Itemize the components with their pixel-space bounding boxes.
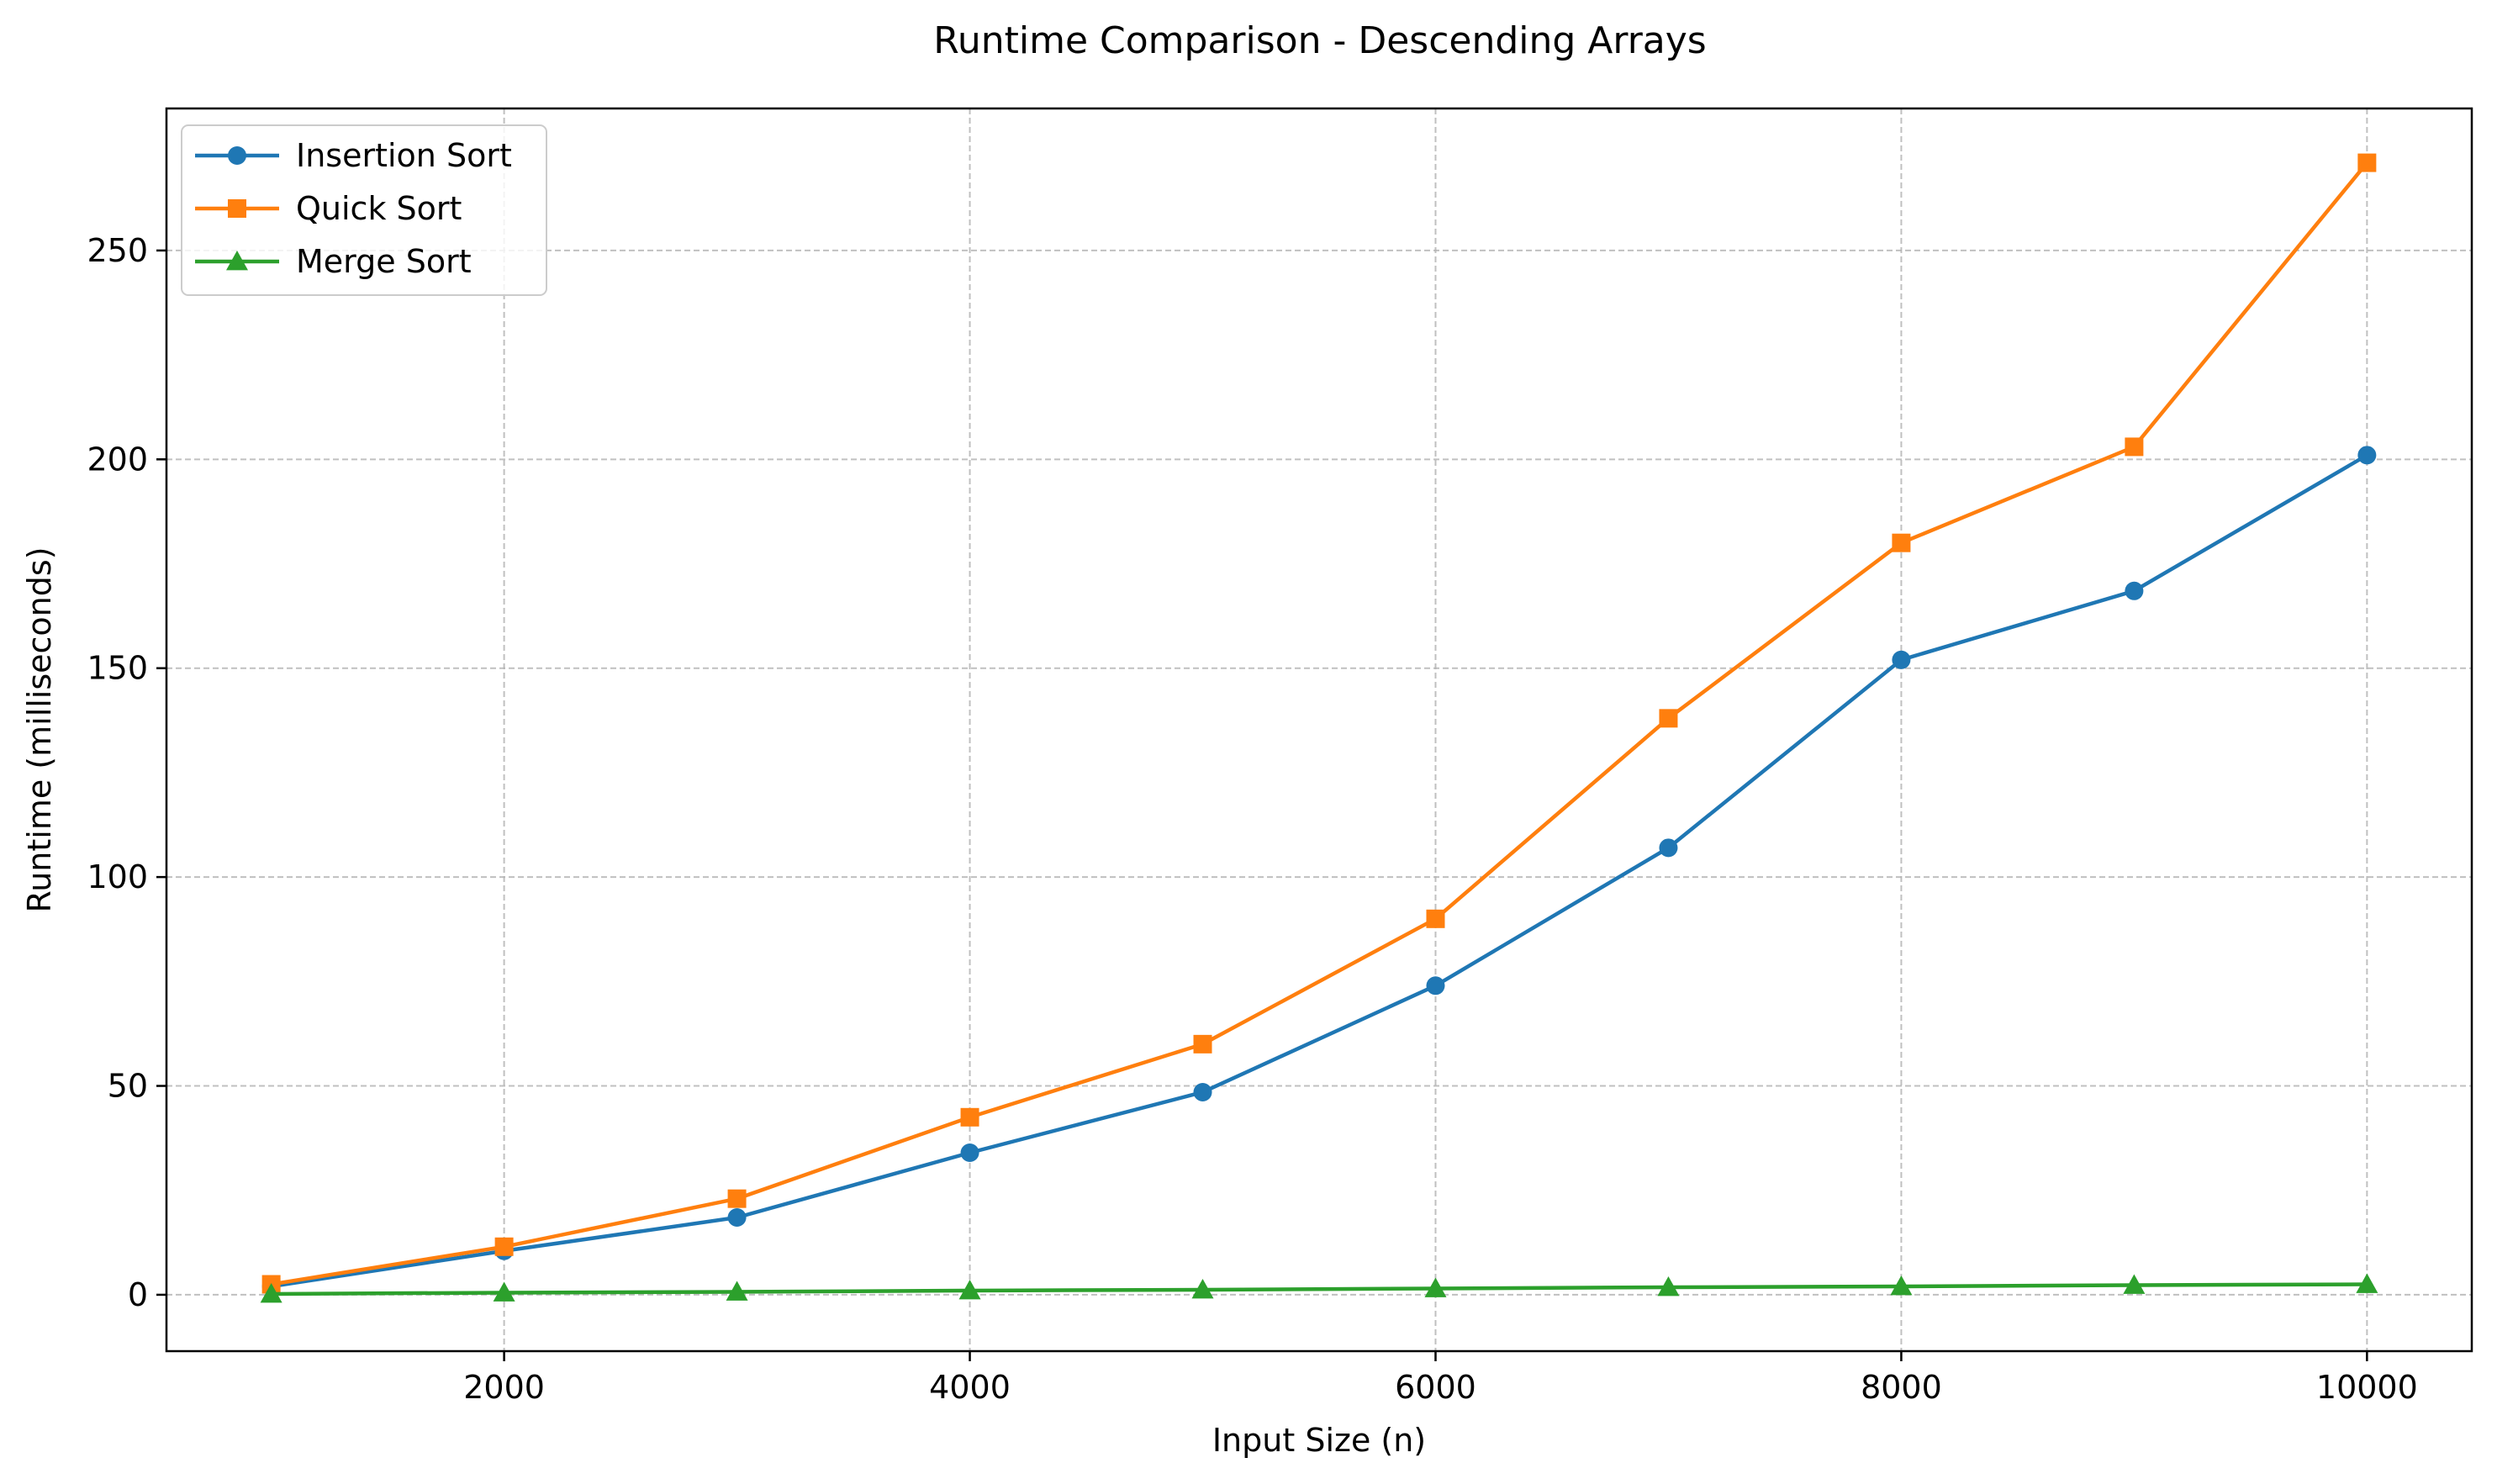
legend-merge-sort-label: Merge Sort [296, 243, 472, 280]
legend-insertion-sort-marker [228, 146, 246, 165]
quick-sort-point [2357, 153, 2377, 172]
merge-sort-series [260, 1273, 2378, 1303]
quick-sort-line [271, 161, 2369, 1286]
insertion-sort-line [271, 453, 2368, 1289]
legend-merge-sort-marker [226, 251, 248, 271]
merge-sort-point [2123, 1274, 2146, 1294]
merge-sort-point [2356, 1273, 2378, 1293]
y-axis-label: Runtime (milliseconds) [21, 547, 58, 912]
y-tick-label: 100 [87, 858, 148, 895]
insertion-sort-point [1659, 838, 1678, 858]
merge-sort-point [726, 1281, 748, 1301]
x-tick-label: 8000 [1861, 1369, 1942, 1406]
merge-sort-line [271, 1282, 2368, 1297]
insertion-sort-point [1892, 650, 1911, 669]
y-tick-label: 150 [87, 650, 148, 687]
quick-sort-point [1659, 709, 1678, 728]
y-tick-label: 0 [128, 1276, 148, 1313]
legend-quick-sort-label: Quick Sort [296, 190, 462, 227]
x-tick-label: 10000 [2316, 1369, 2418, 1406]
x-tick-label: 2000 [463, 1369, 545, 1406]
quick-sort-series [261, 153, 2377, 1294]
x-axis-label: Input Size (n) [1212, 1422, 1426, 1459]
chart-title: Runtime Comparison - Descending Arrays [933, 19, 1706, 62]
legend: Insertion Sort Quick Sort Merge Sort [181, 124, 547, 296]
quick-sort-point [1892, 533, 1911, 552]
y-tick-label: 250 [87, 232, 148, 269]
merge-sort-point [1191, 1278, 1214, 1299]
quick-sort-point [727, 1189, 747, 1208]
insertion-sort-point [960, 1143, 979, 1163]
legend-insertion-sort-label: Insertion Sort [296, 137, 512, 174]
y-tick-label: 50 [108, 1068, 148, 1105]
merge-sort-point [493, 1281, 515, 1302]
insertion-sort-point [727, 1208, 747, 1228]
series-layer [260, 153, 2378, 1303]
grid-lines [166, 108, 2472, 1351]
axis-ticks: 2000 4000 6000 8000 10000 0 50 100 150 200 250 [87, 232, 2417, 1406]
insertion-sort-point [2357, 446, 2377, 465]
quick-sort-point [1193, 1034, 1212, 1054]
plot-area-frame [165, 107, 2473, 1353]
quick-sort-point [960, 1107, 979, 1127]
x-tick-label: 4000 [929, 1369, 1011, 1406]
merge-sort-point [1424, 1277, 1447, 1297]
quick-sort-point [494, 1237, 514, 1256]
merge-sort-point [958, 1279, 981, 1300]
merge-sort-point [1890, 1275, 1913, 1296]
x-tick-label: 6000 [1395, 1369, 1476, 1406]
insertion-sort-point [1193, 1082, 1212, 1101]
quick-sort-point [1426, 909, 1445, 928]
insertion-sort-point [2125, 581, 2144, 600]
quick-sort-point [2125, 437, 2144, 457]
legend-box [181, 124, 547, 296]
insertion-sort-point [1426, 976, 1445, 995]
merge-sort-point [1657, 1275, 1680, 1297]
legend-quick-sort-marker [228, 199, 246, 218]
y-tick-label: 200 [87, 441, 148, 478]
merge-sort-point [260, 1282, 282, 1303]
